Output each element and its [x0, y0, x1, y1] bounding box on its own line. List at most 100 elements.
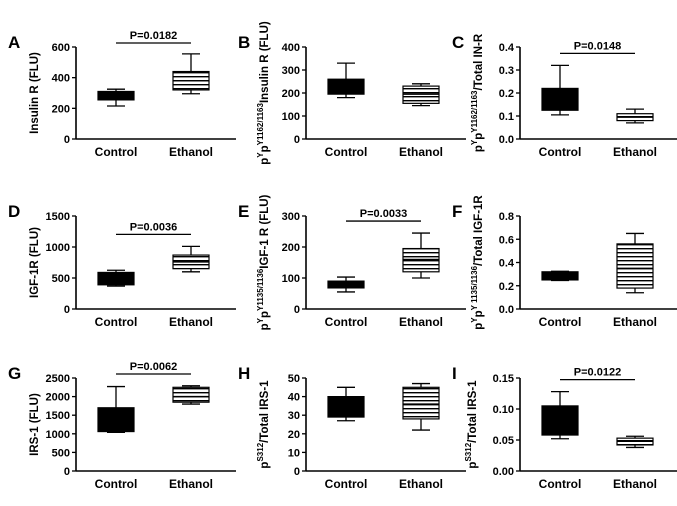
x-category-label: Control — [325, 315, 368, 329]
y-tick-label: 0 — [294, 466, 300, 478]
box-control — [97, 385, 135, 433]
y-axis-label: IRS-1 (FLU) — [29, 393, 41, 456]
x-category-label: Ethanol — [169, 315, 213, 329]
y-tick-label: 500 — [52, 447, 70, 459]
y-tick-label: 0.4 — [499, 258, 515, 270]
x-category-label: Control — [95, 145, 138, 159]
panel-c: C 0.0 0.1 0.2 0.3 0.4 pYpY1162/1163/Total IN-R… — [452, 33, 677, 159]
x-category-label: Ethanol — [169, 477, 213, 491]
panel-letter: I — [452, 364, 457, 383]
y-tick-label: 0.6 — [499, 234, 514, 246]
x-category-label: Control — [539, 477, 582, 491]
panel-g: G 0 500 1000 1500 2000 2500 IRS-1 (FLU) Control E… — [8, 361, 236, 491]
box-control — [541, 390, 579, 440]
y-tick-label: 100 — [282, 111, 300, 123]
y-tick-label: 1000 — [46, 242, 70, 254]
y-tick-label: 400 — [52, 73, 70, 85]
y-tick-label: 300 — [282, 65, 300, 77]
y-tick-label: 0 — [64, 304, 70, 316]
box-control — [97, 269, 135, 287]
y-tick-label: 0.2 — [499, 281, 514, 293]
x-category-label: Ethanol — [613, 315, 657, 329]
box-iqr — [97, 407, 135, 433]
y-tick-label: 200 — [282, 242, 300, 254]
y-axis-label: pYpY1162/1163/Total IN-R — [470, 33, 485, 152]
y-tick-label: 1500 — [46, 410, 70, 422]
box-ethanol — [402, 232, 440, 279]
y-axis-label: pS312/Total IRS-1 — [464, 380, 479, 469]
box-control — [327, 386, 365, 422]
box-iqr — [541, 405, 579, 436]
panel-letter: F — [452, 202, 462, 221]
box-iqr — [97, 271, 135, 286]
panel-f: F 0.0 0.2 0.4 0.6 0.8 pYpY 1135/1136/Total IGF… — [452, 195, 677, 330]
box-ethanol — [402, 382, 440, 431]
box-ethanol — [172, 53, 210, 95]
y-axis-label: pYpY 1135/1136/Total IGF-1R — [470, 195, 485, 330]
panel-letter: E — [238, 202, 249, 221]
panel-letter: D — [8, 202, 20, 221]
box-control — [541, 270, 579, 282]
y-tick-label: 0.4 — [499, 42, 515, 54]
y-tick-label: 40 — [288, 392, 300, 404]
box-iqr — [327, 396, 365, 418]
y-tick-label: 1000 — [46, 429, 70, 441]
y-tick-label: 100 — [282, 273, 300, 285]
p-value-label: P=0.0122 — [574, 367, 621, 379]
y-tick-label: 600 — [52, 42, 70, 54]
y-axis-label: IGF-1R (FLU) — [29, 227, 41, 298]
x-category-label: Control — [539, 315, 582, 329]
x-category-label: Control — [95, 477, 138, 491]
y-axis-label: pS312/Total IRS-1 — [256, 380, 271, 469]
x-category-label: Ethanol — [399, 315, 443, 329]
box-control — [327, 276, 365, 293]
y-tick-label: 200 — [52, 103, 70, 115]
x-category-label: Ethanol — [169, 145, 213, 159]
panel-letter: B — [238, 33, 250, 52]
y-tick-label: 0.8 — [499, 211, 514, 223]
panel-letter: G — [8, 364, 21, 383]
box-control — [541, 64, 579, 116]
x-category-label: Ethanol — [399, 145, 443, 159]
y-tick-label: 0.10 — [493, 404, 514, 416]
box-iqr — [402, 247, 440, 273]
x-category-label: Control — [95, 315, 138, 329]
panel-letter: A — [8, 33, 20, 52]
y-tick-label: 0.05 — [493, 435, 514, 447]
x-category-label: Ethanol — [613, 145, 657, 159]
y-tick-label: 2500 — [46, 373, 70, 385]
panel-h: H 0 10 20 30 40 50 pS312/Total IRS-1 Control Etha… — [238, 364, 466, 491]
panel-a: A 0 200 400 600 Insulin R (FLU) Control Ethanol… — [8, 30, 236, 159]
y-tick-label: 0.3 — [499, 65, 514, 77]
y-tick-label: 0 — [294, 304, 300, 316]
y-tick-label: 50 — [288, 373, 300, 385]
box-iqr — [327, 280, 365, 289]
x-category-label: Control — [539, 145, 582, 159]
y-axis-label: pYpY1135/1136IGF-1 R (FLU) — [256, 194, 271, 330]
y-tick-label: 300 — [282, 211, 300, 223]
x-category-label: Ethanol — [613, 477, 657, 491]
y-tick-label: 30 — [288, 410, 300, 422]
box-ethanol — [616, 435, 654, 449]
box-iqr — [616, 243, 654, 289]
panel-letter: C — [452, 33, 464, 52]
box-ethanol — [172, 385, 210, 405]
y-axis-label: pYpY1162/1163Insulin R (FLU) — [256, 21, 271, 165]
y-tick-label: 200 — [282, 88, 300, 100]
x-category-label: Ethanol — [399, 477, 443, 491]
y-tick-label: 20 — [288, 429, 300, 441]
y-tick-label: 0.00 — [493, 466, 514, 478]
p-value-label: P=0.0182 — [130, 30, 177, 42]
box-ethanol — [172, 245, 210, 273]
panel-e: E 0 100 200 300 pYpY1135/1136IGF-1 R (FLU) Con… — [238, 194, 466, 330]
panel-b: B 0 100 200 300 400 pYpY1162/1163Insulin R (FL… — [238, 21, 466, 165]
y-tick-label: 0 — [64, 466, 70, 478]
y-tick-label: 10 — [288, 447, 300, 459]
y-tick-label: 0 — [64, 134, 70, 146]
x-category-label: Control — [325, 145, 368, 159]
p-value-label: P=0.0033 — [360, 208, 407, 220]
y-tick-label: 2000 — [46, 392, 70, 404]
y-tick-label: 0.2 — [499, 88, 514, 100]
panel-letter: H — [238, 364, 250, 383]
